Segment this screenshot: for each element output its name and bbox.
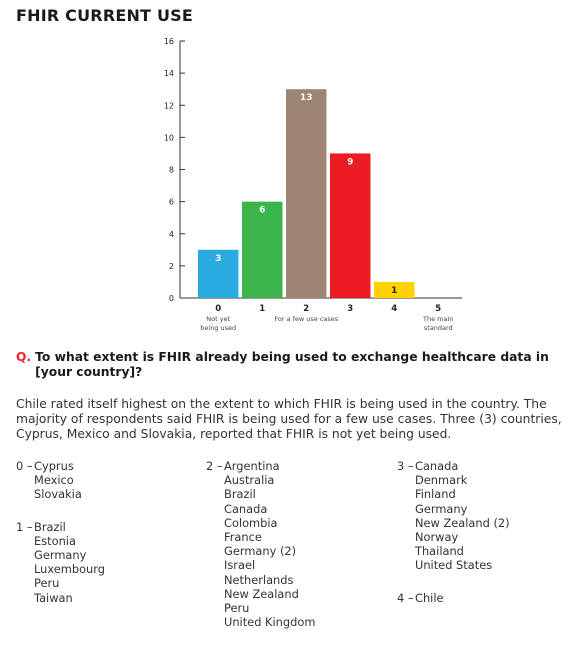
rating-group: 1 – Brazil Estonia Germany Luxembourg Peru Tai… — [16, 520, 105, 605]
country-column-2: 2 – Argentina Australia Brazil Canada Colombi… — [206, 459, 315, 647]
x-tick-sublabel: For a few use cases — [274, 315, 338, 323]
country-name: Chile — [415, 591, 444, 605]
y-tick-label: 16 — [164, 37, 174, 46]
country-name: Norway — [415, 530, 510, 544]
country-name: United Kingdom — [224, 615, 315, 629]
country-name: New Zealand (2) — [415, 516, 510, 530]
country-name: Germany (2) — [224, 544, 315, 558]
country-name: Peru — [224, 601, 315, 615]
bar-value-label: 6 — [259, 206, 265, 216]
country-column-1: 0 – Cyprus Mexico Slovakia 1 – Brazil Estonia G… — [16, 459, 105, 623]
bar — [330, 153, 370, 298]
rating-label: 0 – — [16, 459, 34, 502]
country-name: Taiwan — [34, 591, 105, 605]
y-tick-label: 4 — [169, 230, 174, 239]
country-name: Slovakia — [34, 487, 82, 501]
country-name: Denmark — [415, 473, 510, 487]
rating-group: 3 – Canada Denmark Finland Germany New Zealan… — [397, 459, 510, 573]
country-name: Israel — [224, 558, 315, 572]
rating-label: 3 – — [397, 459, 415, 573]
y-tick-label: 10 — [164, 133, 174, 142]
country-name: Mexico — [34, 473, 82, 487]
y-tick-label: 14 — [164, 69, 174, 78]
y-tick-label: 6 — [169, 198, 174, 207]
y-tick-label: 12 — [164, 101, 174, 110]
country-name: Colombia — [224, 516, 315, 530]
y-tick-label: 8 — [169, 166, 174, 175]
country-name: Germany — [34, 548, 105, 562]
country-name: Luxembourg — [34, 562, 105, 576]
question-marker: Q. — [16, 350, 31, 364]
country-name: Netherlands — [224, 573, 315, 587]
country-name: Brazil — [34, 520, 105, 534]
x-tick-label: 1 — [259, 304, 265, 314]
rating-group: 0 – Cyprus Mexico Slovakia — [16, 459, 105, 502]
bar-value-label: 1 — [391, 286, 397, 296]
x-tick-sublabel: The main standard — [422, 315, 453, 332]
summary-text: Chile rated itself highest on the extent… — [16, 397, 576, 442]
country-name: Peru — [34, 576, 105, 590]
x-tick-label: 5 — [435, 304, 441, 314]
x-tick-label: 3 — [347, 304, 353, 314]
country-name: France — [224, 530, 315, 544]
rating-label: 4 – — [397, 591, 415, 605]
y-tick-label: 0 — [169, 294, 174, 303]
bar-value-label: 13 — [300, 93, 313, 103]
country-name: Canada — [224, 502, 315, 516]
country-name: New Zealand — [224, 587, 315, 601]
bar-value-label: 9 — [347, 157, 353, 167]
country-name: Argentina — [224, 459, 315, 473]
rating-label: 1 – — [16, 520, 34, 605]
bar — [242, 202, 282, 298]
rating-label: 2 – — [206, 459, 224, 629]
country-column-3: 3 – Canada Denmark Finland Germany New Zealan… — [397, 459, 510, 623]
bar — [286, 89, 326, 298]
x-tick-label: 4 — [391, 304, 397, 314]
country-name: Thailand — [415, 544, 510, 558]
country-name: Canada — [415, 459, 510, 473]
rating-group: 2 – Argentina Australia Brazil Canada Colombi… — [206, 459, 315, 629]
country-name: Germany — [415, 502, 510, 516]
country-name: Cyprus — [34, 459, 82, 473]
country-name: Finland — [415, 487, 510, 501]
country-name: United States — [415, 558, 510, 572]
x-tick-label: 0 — [215, 304, 221, 314]
question-text: To what extent is FHIR already being use… — [35, 350, 555, 380]
x-tick-label: 2 — [303, 304, 309, 314]
country-name: Estonia — [34, 534, 105, 548]
rating-group: 4 – Chile — [397, 591, 510, 605]
y-tick-label: 2 — [169, 262, 174, 271]
x-tick-sublabel: Not yet being used — [200, 315, 236, 332]
question: Q. To what extent is FHIR already being u… — [16, 350, 576, 380]
country-name: Australia — [224, 473, 315, 487]
bar-value-label: 3 — [215, 254, 221, 264]
country-name: Brazil — [224, 487, 315, 501]
